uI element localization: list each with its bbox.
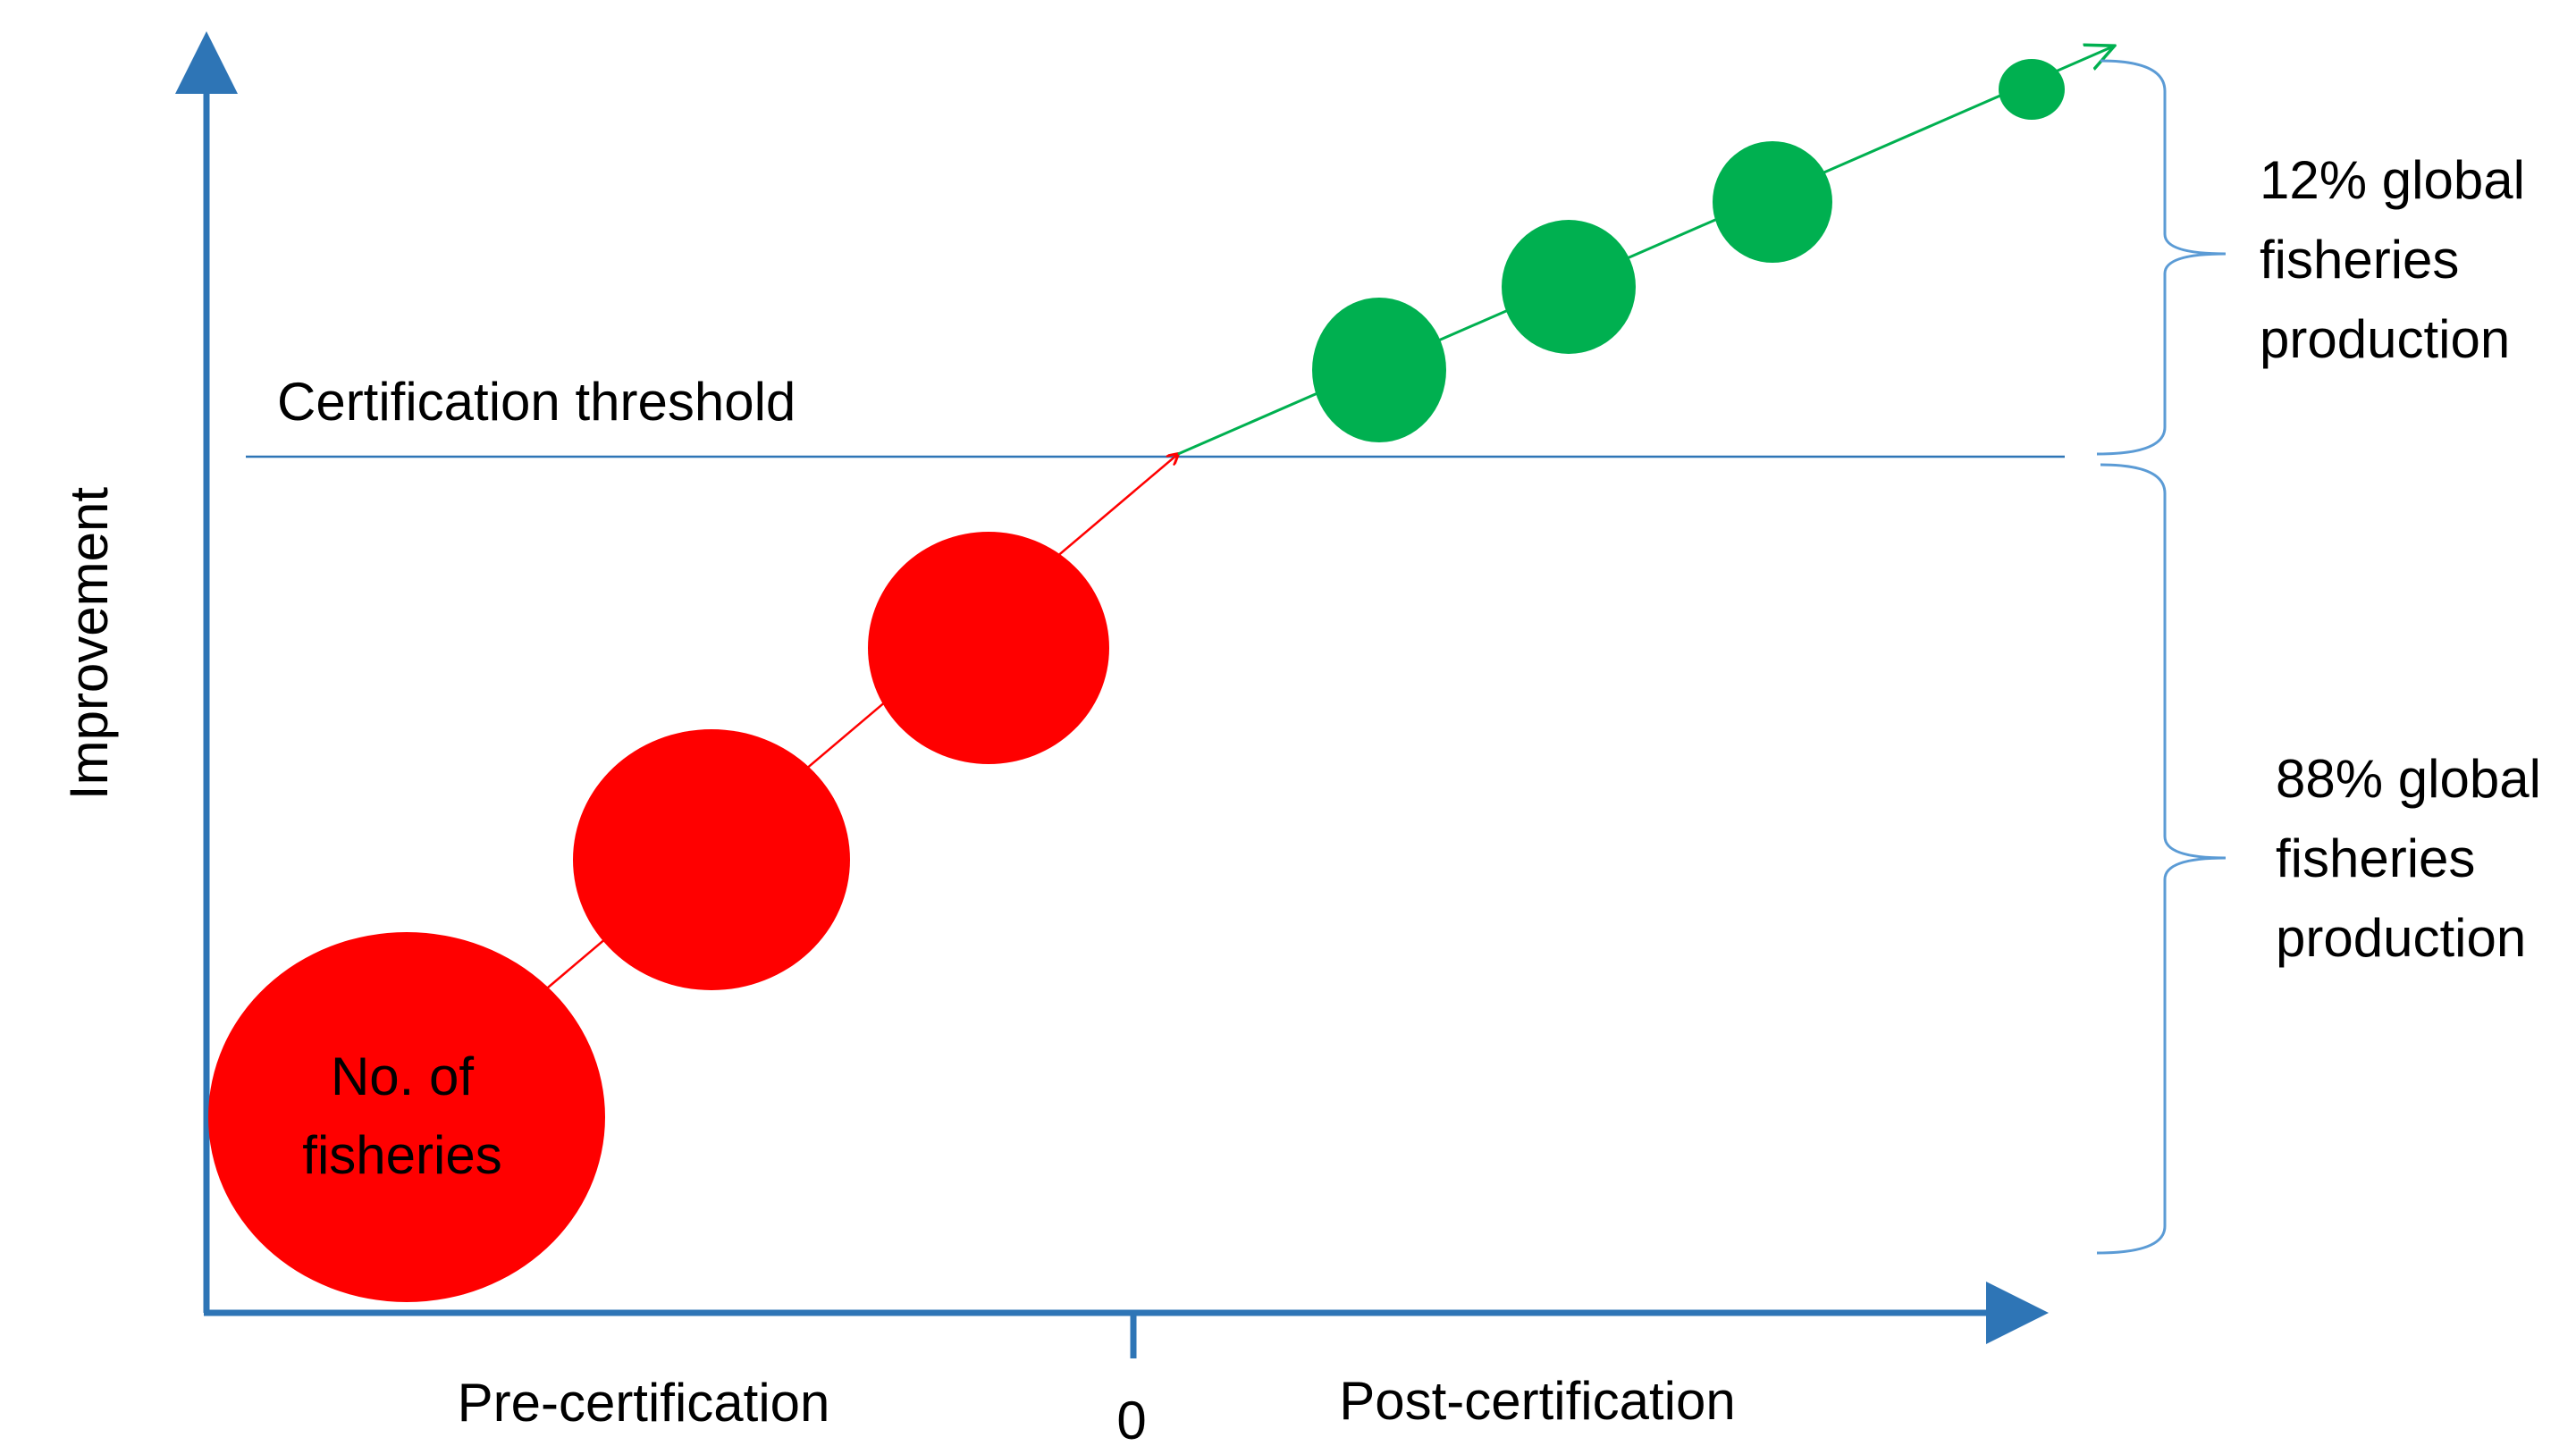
y-axis-label: Improvement — [59, 487, 119, 800]
x-axis-zero-label: 0 — [1116, 1391, 1146, 1446]
upper-production-brace — [2096, 59, 2227, 456]
upper-share-line-2: fisheries — [2260, 230, 2459, 290]
post-certification-bubble-3 — [1713, 141, 1832, 263]
lower-production-brace — [2096, 463, 2227, 1255]
certification-threshold-label: Certification threshold — [277, 372, 796, 432]
bubble-label-line-1: No. of — [331, 1047, 474, 1106]
bubble-label-line-2: fisheries — [302, 1125, 501, 1185]
post-certification-bubble-2 — [1502, 220, 1636, 354]
pre-certification-bubble-3 — [868, 532, 1109, 764]
post-certification-bubble-1 — [1312, 298, 1446, 442]
post-certification-label: Post-certification — [1339, 1371, 1736, 1431]
post-certification-bubble-4 — [1999, 59, 2065, 120]
lower-share-line-1: 88% global — [2276, 749, 2541, 809]
lower-share-line-2: fisheries — [2276, 828, 2475, 888]
pre-certification-bubble-1 — [208, 932, 605, 1302]
pre-certification-label: Pre-certification — [458, 1373, 830, 1433]
lower-share-line-3: production — [2276, 908, 2526, 968]
upper-share-line-3: production — [2260, 309, 2510, 369]
pre-certification-bubble-2 — [573, 729, 850, 990]
upper-share-line-1: 12% global — [2260, 150, 2525, 210]
